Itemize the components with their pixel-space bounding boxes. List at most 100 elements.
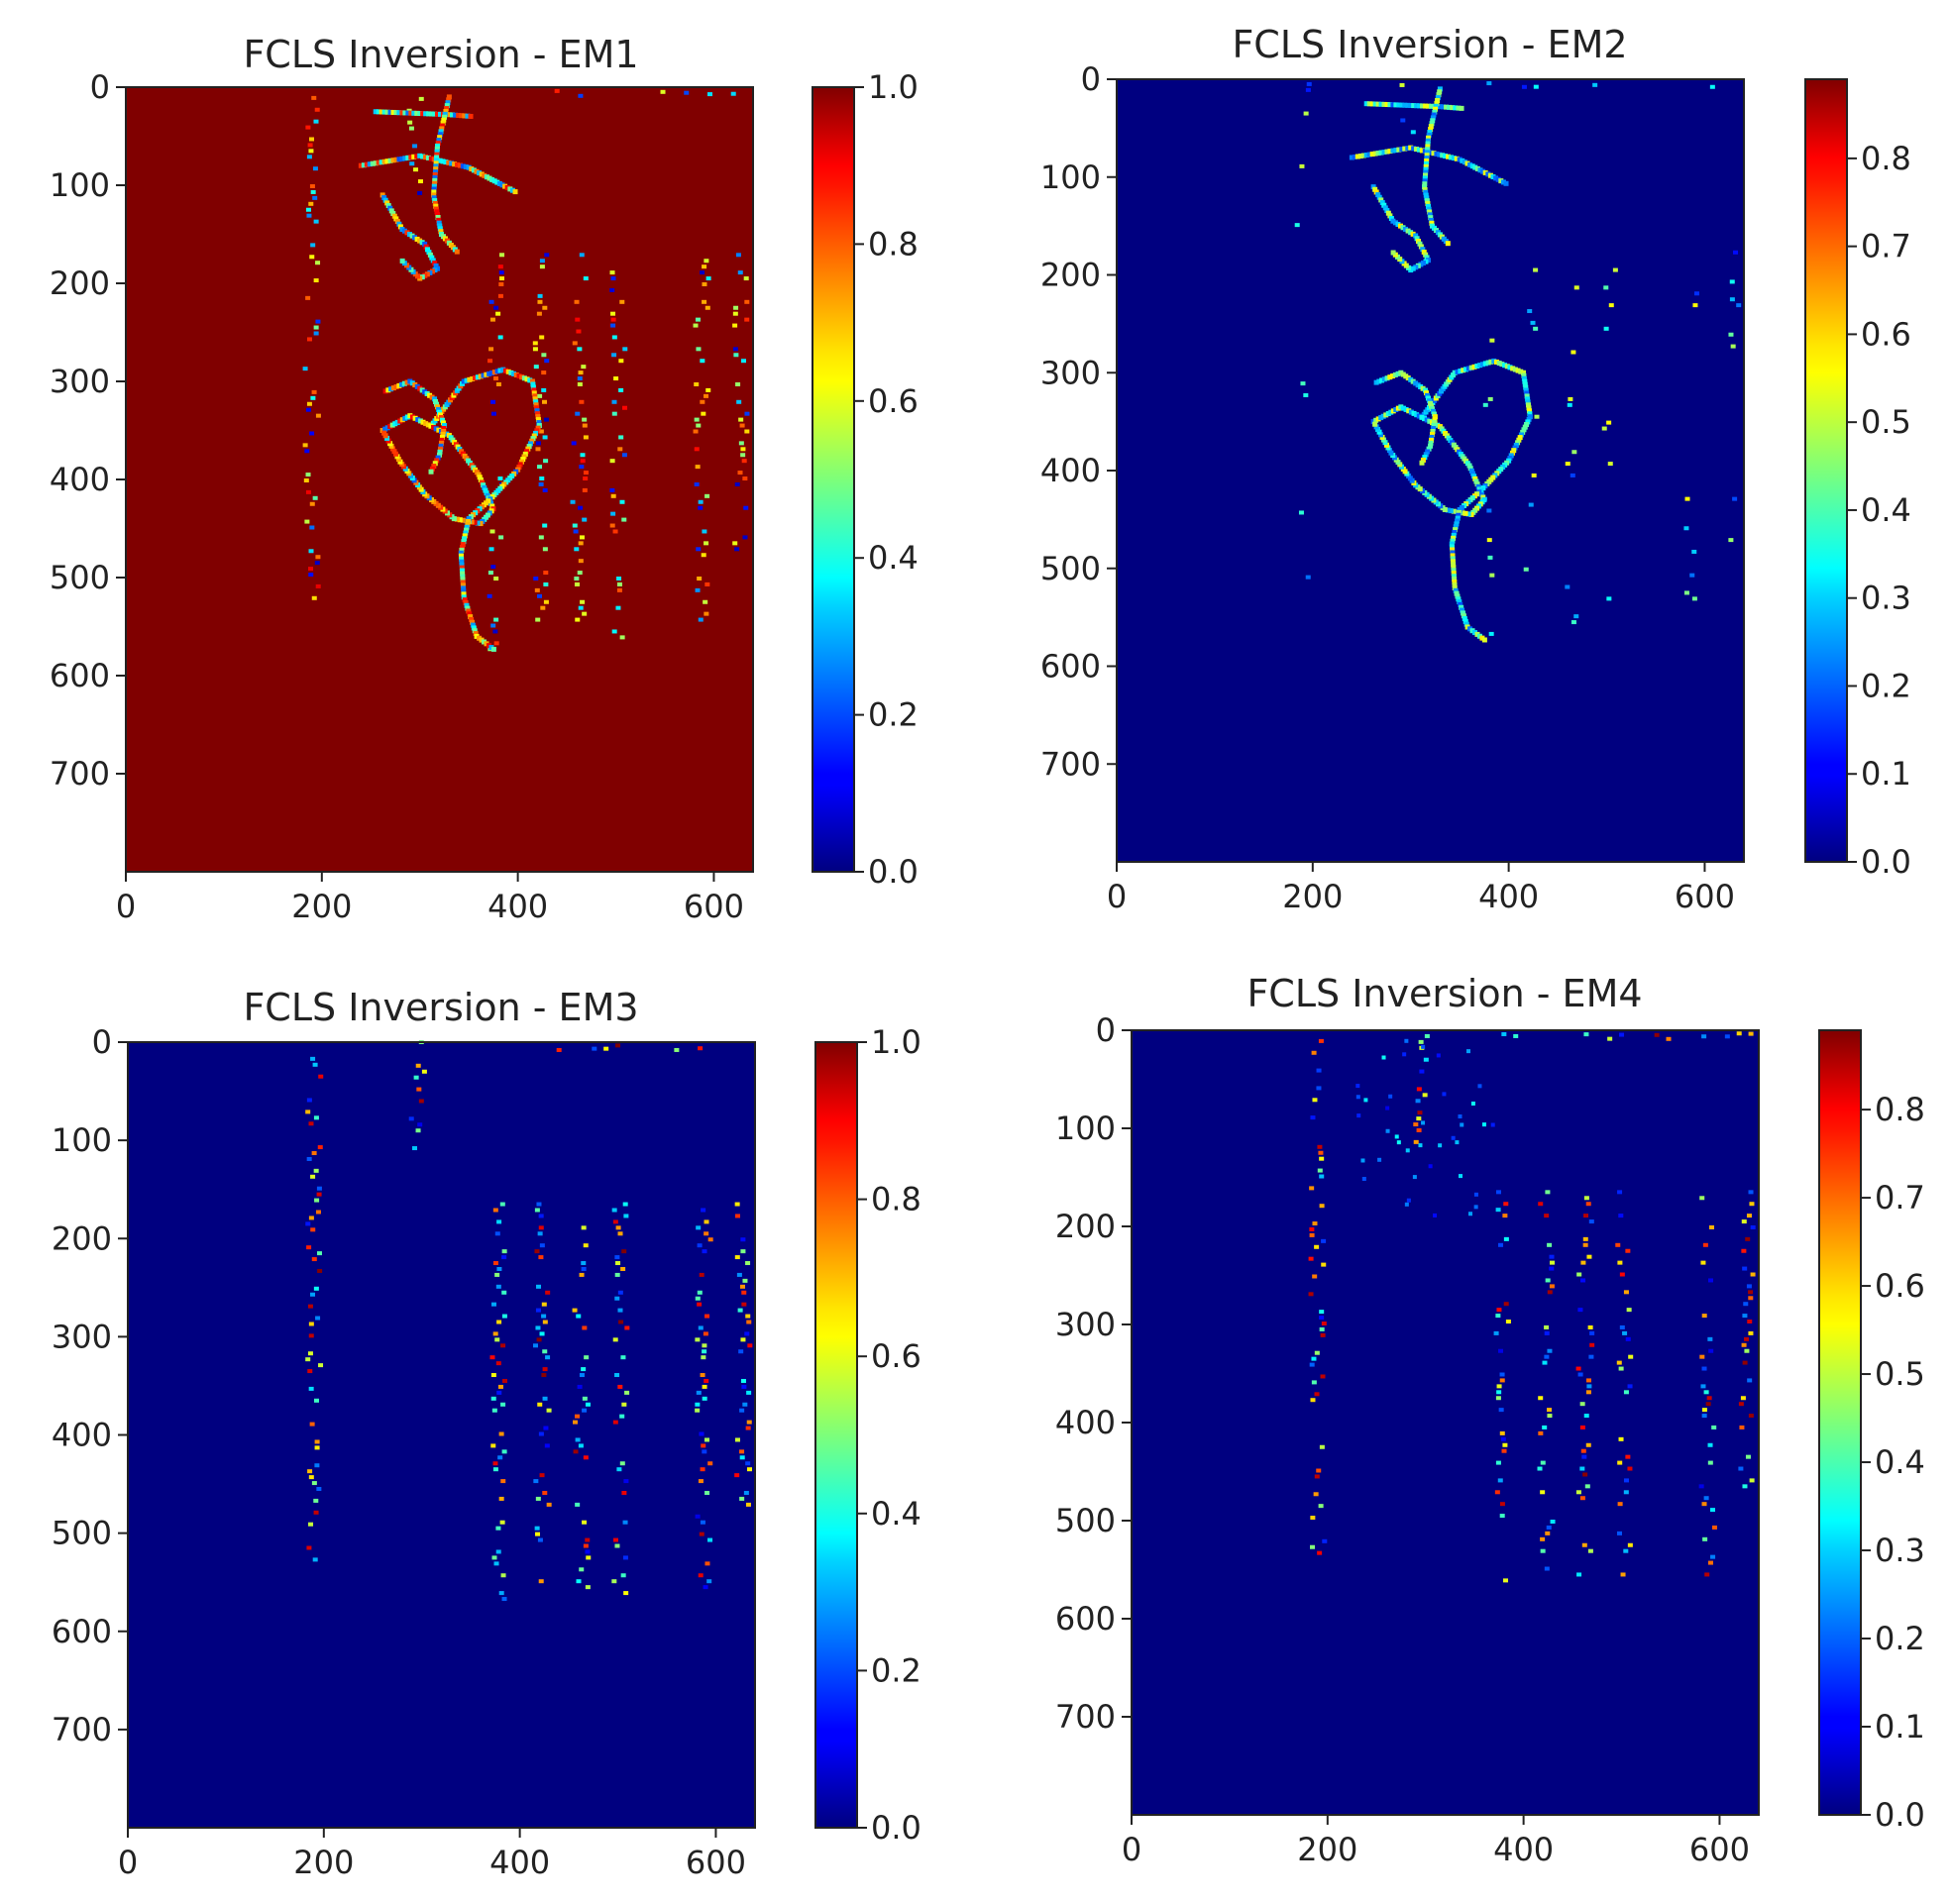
heatmap-pixel bbox=[1411, 146, 1417, 152]
heatmap-pixel bbox=[1461, 613, 1466, 619]
heatmap-pixel bbox=[1701, 1314, 1707, 1319]
heatmap-pixel bbox=[1741, 1342, 1747, 1347]
heatmap-pixel bbox=[1588, 1354, 1594, 1359]
heatmap-pixel bbox=[1318, 1150, 1324, 1155]
heatmap-pixel bbox=[576, 1314, 582, 1319]
heatmap-pixel bbox=[432, 396, 438, 402]
heatmap-pixel bbox=[535, 1496, 541, 1501]
heatmap-pixel bbox=[381, 159, 387, 164]
heatmap-pixel bbox=[1618, 1366, 1624, 1371]
heatmap-pixel bbox=[373, 160, 379, 166]
heatmap-pixel bbox=[578, 1443, 584, 1448]
heatmap-pixel bbox=[1316, 1468, 1322, 1473]
heatmap-pixel bbox=[387, 441, 393, 447]
heatmap-pixel bbox=[615, 1225, 621, 1230]
heatmap-pixel bbox=[391, 213, 397, 219]
heatmap-pixel bbox=[696, 1390, 702, 1395]
heatmap-pixel bbox=[1373, 424, 1379, 430]
heatmap-pixel bbox=[704, 1378, 709, 1383]
heatmap-pixel bbox=[614, 1296, 620, 1301]
heatmap-pixel bbox=[397, 224, 403, 230]
heatmap-pixel bbox=[1410, 130, 1416, 135]
heatmap-pixel bbox=[539, 264, 545, 269]
heatmap-pixel bbox=[1499, 1378, 1505, 1383]
panel-em1: FCLS Inversion - EM1 0 200 400 600 01002003… bbox=[50, 33, 919, 925]
y-tick-label: 500 bbox=[52, 1515, 112, 1552]
heatmap-pixel bbox=[530, 381, 536, 387]
heatmap-pixel bbox=[1518, 432, 1524, 438]
heatmap-pixel bbox=[396, 382, 402, 388]
heatmap-pixel bbox=[469, 616, 475, 622]
heatmap-pixel bbox=[1373, 417, 1379, 423]
heatmap-pixel bbox=[1381, 101, 1387, 107]
heatmap-pixel bbox=[433, 206, 439, 212]
heatmap-pixel bbox=[537, 299, 543, 304]
heatmap-pixel bbox=[1573, 285, 1579, 290]
heatmap-pixel bbox=[1504, 364, 1510, 370]
heatmap-pixel bbox=[617, 1308, 623, 1313]
heatmap-pixel bbox=[1495, 1460, 1501, 1465]
heatmap-pixel bbox=[1736, 303, 1742, 308]
heatmap-pixel bbox=[390, 211, 396, 217]
heatmap-pixel bbox=[1387, 374, 1393, 380]
heatmap-pixel bbox=[1424, 417, 1430, 423]
heatmap-pixel bbox=[582, 1325, 588, 1330]
heatmap-pixel bbox=[1550, 1519, 1556, 1524]
heatmap-pixel bbox=[488, 347, 494, 352]
heatmap-pixel bbox=[439, 417, 445, 423]
heatmap-pixel bbox=[741, 1384, 747, 1389]
heatmap-pixel bbox=[542, 1320, 548, 1324]
heatmap-pixel bbox=[704, 541, 709, 546]
colorbar-tick-label: 0.2 bbox=[868, 696, 919, 734]
colorbar-tick-label: 0.6 bbox=[1861, 315, 1911, 353]
heatmap-pixel bbox=[379, 192, 385, 198]
heatmap-pixel bbox=[1683, 526, 1689, 531]
y-tick-label: 700 bbox=[1040, 745, 1101, 783]
heatmap-pixel bbox=[414, 236, 420, 242]
heatmap-pixel bbox=[1355, 1084, 1360, 1089]
heatmap-pixel bbox=[460, 574, 466, 580]
heatmap-pixel bbox=[533, 430, 539, 436]
heatmap-pixel bbox=[399, 258, 405, 264]
heatmap-pixel bbox=[1399, 82, 1405, 87]
y-tick-label: 0 bbox=[1096, 1011, 1116, 1049]
heatmap-pixel bbox=[1458, 369, 1463, 374]
heatmap-pixel bbox=[1393, 148, 1399, 154]
heatmap-pixel bbox=[582, 1396, 588, 1401]
heatmap-pixel bbox=[1618, 1214, 1624, 1218]
heatmap-pixel bbox=[1472, 476, 1478, 481]
heatmap-pixel bbox=[1460, 607, 1465, 613]
heatmap-pixel bbox=[570, 499, 576, 504]
heatmap-pixel bbox=[735, 1214, 741, 1218]
heatmap-pixel bbox=[541, 1314, 547, 1319]
heatmap-pixel bbox=[525, 446, 531, 452]
heatmap-pixel bbox=[1728, 538, 1734, 543]
heatmap-pixel bbox=[583, 1543, 589, 1548]
heatmap-pixel bbox=[695, 1408, 701, 1413]
heatmap-pixel bbox=[579, 1373, 585, 1378]
heatmap-pixel bbox=[479, 479, 485, 485]
colorbar-tick-label: 0.4 bbox=[1861, 491, 1911, 529]
heatmap-pixel bbox=[458, 553, 464, 559]
colorbar-tick-label: 0.4 bbox=[1875, 1443, 1925, 1481]
heatmap-pixel bbox=[441, 117, 447, 123]
heatmap-pixel bbox=[1513, 1033, 1519, 1038]
heatmap-pixel bbox=[1577, 1372, 1583, 1377]
heatmap-pixel bbox=[415, 1063, 421, 1068]
heatmap-pixel bbox=[1455, 593, 1461, 599]
heatmap-pixel bbox=[1525, 396, 1531, 402]
heatmap-pixel bbox=[387, 109, 393, 115]
heatmap-pixel bbox=[1414, 103, 1420, 109]
heatmap-pixel bbox=[534, 1526, 540, 1531]
heatmap-pixel bbox=[1400, 225, 1406, 231]
heatmap-pixel bbox=[611, 629, 617, 634]
heatmap-pixel bbox=[1623, 1548, 1629, 1553]
heatmap-pixel bbox=[1457, 507, 1462, 512]
heatmap-pixel bbox=[743, 276, 749, 281]
heatmap-pixel bbox=[1474, 165, 1480, 171]
heatmap-pixel bbox=[494, 369, 500, 374]
heatmap-pixel bbox=[440, 428, 446, 434]
heatmap-pixel bbox=[617, 1290, 623, 1295]
heatmap-pixel bbox=[744, 299, 750, 304]
